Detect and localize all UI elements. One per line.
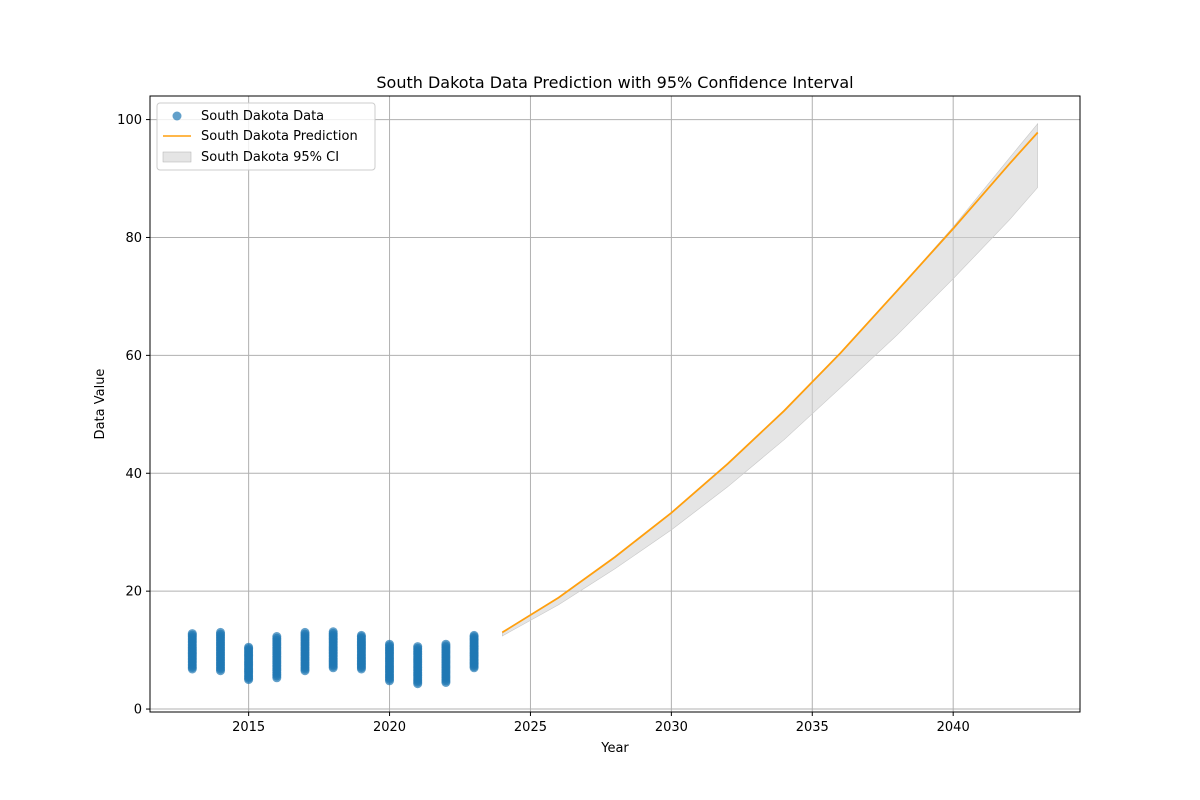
scatter-layer (187, 627, 479, 689)
scatter-point (216, 627, 225, 637)
scatter-point (413, 642, 423, 652)
scatter-point (469, 630, 479, 640)
y-tick-label: 60 (125, 349, 142, 364)
legend: South Dakota Data South Dakota Predictio… (156, 102, 376, 171)
x-tick-label: 2025 (514, 720, 547, 735)
scatter-point (244, 642, 254, 652)
legend-swatch-ci (162, 151, 192, 163)
y-tick-label: 40 (125, 467, 142, 482)
legend-label-data: South Dakota Data (201, 109, 324, 124)
y-tick-label: 20 (125, 585, 142, 600)
legend-marker-data (172, 111, 182, 121)
x-axis-ticks: 2015 2020 2025 2030 2035 2040 (232, 712, 970, 735)
chart-title: South Dakota Data Prediction with 95% Co… (376, 73, 853, 92)
y-axis-ticks: 0 20 40 60 80 100 (117, 113, 150, 718)
x-axis-label: Year (600, 741, 629, 756)
x-tick-label: 2015 (232, 720, 265, 735)
legend-label-prediction: South Dakota Prediction (201, 129, 358, 144)
scatter-point (356, 630, 366, 640)
x-tick-label: 2040 (937, 720, 970, 735)
scatter-point (272, 632, 282, 641)
prediction-line-layer (501, 131, 1039, 634)
axes-frame (149, 95, 1081, 713)
y-tick-label: 80 (125, 231, 142, 246)
x-tick-label: 2030 (655, 720, 688, 735)
x-tick-label: 2035 (796, 720, 829, 735)
scatter-point (328, 627, 338, 637)
scatter-point (441, 639, 451, 649)
y-axis-label: Data Value (93, 369, 108, 440)
scatter-point (385, 639, 394, 649)
y-tick-label: 100 (117, 113, 142, 128)
scatter-point (187, 629, 197, 639)
legend-label-ci: South Dakota 95% CI (201, 150, 339, 165)
axes-background (150, 96, 1080, 712)
prediction-line (501, 131, 1039, 634)
x-tick-label: 2020 (373, 720, 406, 735)
grid-lines (150, 96, 1080, 712)
legend-box (156, 102, 376, 171)
y-tick-label: 0 (134, 703, 142, 718)
scatter-point (300, 627, 310, 637)
